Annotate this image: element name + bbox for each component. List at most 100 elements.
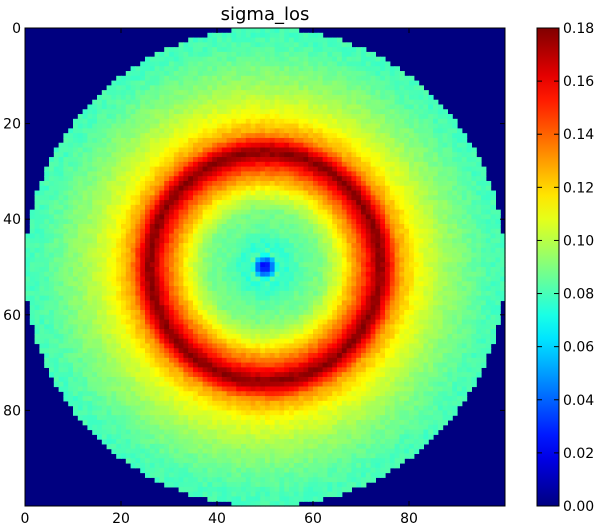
heatmap-cell	[145, 99, 151, 106]
heatmap-cell	[202, 56, 208, 63]
heatmap-cell	[437, 152, 444, 158]
heatmap-cell	[341, 176, 348, 182]
heatmap-cell	[121, 190, 127, 196]
heatmap-cell	[34, 262, 40, 268]
heatmap-cell	[351, 142, 357, 149]
heatmap-cell	[116, 300, 122, 306]
heatmap-cell	[164, 147, 170, 153]
heatmap-cell	[265, 123, 271, 129]
heatmap-cell	[284, 247, 290, 254]
heatmap-cell	[351, 209, 357, 216]
heatmap-cell	[73, 276, 79, 282]
heatmap-cell	[346, 47, 352, 53]
heatmap-cell	[476, 305, 482, 311]
heatmap-cell	[341, 209, 348, 216]
heatmap-cell	[202, 90, 208, 96]
heatmap-cell	[193, 314, 199, 321]
heatmap-cell	[389, 281, 396, 287]
heatmap-cell	[481, 180, 487, 187]
heatmap-cell	[221, 290, 228, 297]
heatmap-cell	[437, 171, 444, 177]
heatmap-cell	[476, 262, 482, 268]
heatmap-cell	[461, 137, 468, 144]
heatmap-cell	[332, 133, 338, 139]
heatmap-cell	[173, 114, 180, 120]
heatmap-cell	[361, 114, 367, 120]
heatmap-cell	[274, 305, 280, 311]
heatmap-cell	[212, 75, 218, 82]
heatmap-cell	[178, 114, 184, 120]
heatmap-cell	[125, 243, 132, 249]
heatmap-cell	[332, 195, 338, 201]
heatmap-cell	[409, 190, 415, 196]
heatmap-cell	[193, 243, 199, 249]
heatmap-cell	[365, 314, 372, 321]
heatmap-cell	[29, 228, 36, 235]
heatmap-cell	[116, 104, 122, 110]
heatmap-cell	[68, 204, 74, 211]
heatmap-cell	[250, 32, 256, 39]
heatmap-cell	[106, 295, 112, 302]
heatmap-cell	[337, 71, 343, 77]
heatmap-cell	[485, 310, 492, 316]
heatmap-cell	[279, 223, 285, 230]
heatmap-cell	[332, 66, 338, 72]
heatmap-cell	[164, 152, 170, 158]
heatmap-cell	[394, 200, 400, 206]
heatmap-cell	[130, 267, 136, 273]
heatmap-cell	[265, 37, 271, 43]
heatmap-cell	[327, 157, 333, 163]
heatmap-cell	[92, 123, 98, 129]
heatmap-cell	[169, 252, 175, 259]
heatmap-cell	[140, 66, 146, 72]
heatmap-cell	[121, 114, 127, 120]
heatmap-cell	[164, 300, 170, 306]
heatmap-cell	[116, 99, 122, 106]
heatmap-cell	[293, 295, 300, 302]
heatmap-cell	[284, 314, 290, 321]
heatmap-cell	[389, 90, 396, 96]
heatmap-cell	[221, 109, 228, 115]
heatmap-cell	[433, 310, 439, 316]
heatmap-cell	[317, 142, 324, 149]
heatmap-cell	[337, 142, 343, 149]
heatmap-cell	[250, 195, 256, 201]
heatmap-cell	[245, 171, 252, 177]
heatmap-cell	[34, 233, 40, 239]
heatmap-cell	[476, 209, 482, 216]
heatmap-cell	[106, 233, 112, 239]
heatmap-cell	[289, 180, 295, 187]
heatmap-cell	[178, 85, 184, 91]
heatmap-cell	[145, 185, 151, 192]
heatmap-cell	[173, 161, 180, 168]
heatmap-cell	[250, 56, 256, 63]
heatmap-cell	[399, 290, 405, 297]
heatmap-cell	[159, 305, 165, 311]
heatmap-cell	[92, 190, 98, 196]
heatmap-cell	[471, 286, 477, 292]
heatmap-cell	[265, 185, 271, 192]
heatmap-cell	[212, 137, 218, 144]
heatmap-cell	[207, 310, 213, 316]
heatmap-cell	[183, 267, 189, 273]
heatmap-cell	[279, 190, 285, 196]
heatmap-cell	[317, 47, 324, 53]
heatmap-cell	[58, 204, 64, 211]
heatmap-cell	[447, 247, 453, 254]
heatmap-cell	[269, 200, 276, 206]
heatmap-cell	[471, 252, 477, 259]
heatmap-cell	[77, 214, 84, 220]
heatmap-cell	[428, 257, 434, 263]
heatmap-cell	[111, 114, 117, 120]
heatmap-cell	[169, 142, 175, 149]
heatmap-cell	[308, 32, 314, 39]
heatmap-cell	[356, 290, 362, 297]
heatmap-cell	[298, 180, 304, 187]
heatmap-cell	[317, 300, 324, 306]
heatmap-cell	[121, 200, 127, 206]
heatmap-cell	[303, 257, 309, 263]
heatmap-cell	[101, 276, 108, 282]
heatmap-cell	[250, 104, 256, 110]
heatmap-cell	[375, 223, 381, 230]
heatmap-cell	[293, 195, 300, 201]
